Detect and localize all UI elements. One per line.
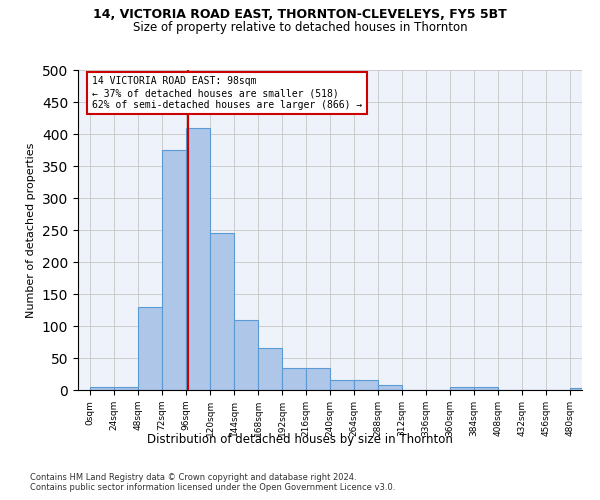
Bar <box>138 307 162 390</box>
Y-axis label: Number of detached properties: Number of detached properties <box>26 142 37 318</box>
Bar <box>162 150 186 390</box>
Bar <box>306 368 330 390</box>
Bar <box>570 388 594 390</box>
Text: 14, VICTORIA ROAD EAST, THORNTON-CLEVELEYS, FY5 5BT: 14, VICTORIA ROAD EAST, THORNTON-CLEVELE… <box>93 8 507 20</box>
Text: Contains public sector information licensed under the Open Government Licence v3: Contains public sector information licen… <box>30 484 395 492</box>
Bar <box>186 128 210 390</box>
Text: Contains HM Land Registry data © Crown copyright and database right 2024.: Contains HM Land Registry data © Crown c… <box>30 472 356 482</box>
Bar <box>378 385 402 390</box>
Bar <box>258 348 282 390</box>
Text: Size of property relative to detached houses in Thornton: Size of property relative to detached ho… <box>133 21 467 34</box>
Bar <box>450 387 474 390</box>
Bar <box>354 380 378 390</box>
Text: Distribution of detached houses by size in Thornton: Distribution of detached houses by size … <box>147 432 453 446</box>
Bar <box>114 387 138 390</box>
Bar <box>210 233 234 390</box>
Bar <box>90 387 114 390</box>
Bar <box>474 387 498 390</box>
Bar <box>234 320 258 390</box>
Bar <box>330 380 354 390</box>
Text: 14 VICTORIA ROAD EAST: 98sqm
← 37% of detached houses are smaller (518)
62% of s: 14 VICTORIA ROAD EAST: 98sqm ← 37% of de… <box>92 76 362 110</box>
Bar <box>282 368 306 390</box>
